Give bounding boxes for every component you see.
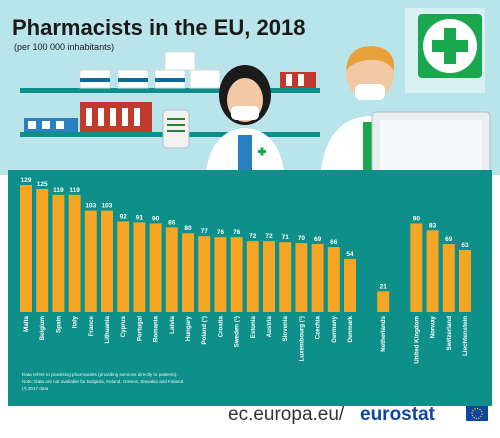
category-label-slovenia: Slovenia <box>282 315 289 341</box>
bar-malta <box>20 185 32 312</box>
value-label-luxembourg: 70 <box>298 235 306 242</box>
category-label-austria: Austria <box>266 315 273 337</box>
category-label-luxembourg: Luxembourg (¹) <box>298 316 305 361</box>
value-label-cyprus: 92 <box>120 213 128 220</box>
bars-group <box>20 185 471 312</box>
value-label-france: 103 <box>85 203 96 210</box>
category-label-poland: Poland (¹) <box>201 316 208 345</box>
value-label-estonia: 72 <box>249 233 257 240</box>
footer-url[interactable]: ec.europa.eu/ <box>228 404 345 425</box>
bar-denmark <box>344 258 356 312</box>
bar-estonia <box>246 241 259 312</box>
bar-netherlands <box>377 291 390 312</box>
value-label-norway: 83 <box>429 222 437 229</box>
bar-germany <box>327 247 340 312</box>
category-label-norway: Norway <box>430 315 437 338</box>
value-label-italy: 119 <box>69 187 80 194</box>
bar-sweden <box>230 237 243 312</box>
value-label-portugal: 91 <box>136 214 144 221</box>
bar-croatia <box>214 237 227 312</box>
value-label-belgium: 125 <box>37 181 48 188</box>
value-label-united-kingdom: 90 <box>413 215 421 222</box>
bar-switzerland <box>442 244 455 312</box>
bar-liechtenstein <box>459 249 471 312</box>
category-label-switzerland: Switzerland <box>446 316 453 351</box>
value-label-lithuania: 103 <box>102 203 113 210</box>
value-label-switzerland: 69 <box>445 236 453 243</box>
value-label-slovenia: 71 <box>282 234 290 241</box>
category-label-portugal: Portugal <box>136 316 143 341</box>
chart-title: Pharmacists in the EU, 2018 <box>12 15 305 40</box>
category-label-hungary: Hungary <box>185 315 192 341</box>
chart-subtitle: (per 100 000 inhabitants) <box>14 42 114 52</box>
bar-france <box>84 210 97 312</box>
category-label-italy: Italy <box>72 315 79 328</box>
value-label-romania: 90 <box>152 215 160 222</box>
category-label-denmark: Denmark <box>347 315 354 342</box>
category-label-malta: Malta <box>23 315 30 331</box>
eu-flag-icon <box>466 406 488 421</box>
pharmacist-woman-icon <box>205 65 285 178</box>
category-label-netherlands: Netherlands <box>380 315 387 351</box>
bar-spain <box>52 194 65 312</box>
value-label-denmark: 54 <box>346 251 354 258</box>
category-labels-group: Malta Belgium Spain Italy France Lithuania Cyp… <box>23 315 469 363</box>
footnote-1: Data refers to practising pharmacists (p… <box>22 372 177 377</box>
value-label-austria: 72 <box>265 233 273 240</box>
category-label-lithuania: Lithuania <box>104 315 111 343</box>
footer-brand: eurostat <box>360 404 436 425</box>
category-label-czechia: Czechia <box>315 315 322 339</box>
value-label-poland: 77 <box>201 228 209 235</box>
footnote-3: (¹) 2017 data <box>22 386 49 391</box>
bar-romania <box>149 223 162 312</box>
category-label-cyprus: Cyprus <box>120 315 127 337</box>
bar-united-kingdom <box>410 223 423 312</box>
category-label-france: France <box>88 315 95 336</box>
bar-poland <box>198 236 211 312</box>
bar-slovenia <box>279 242 292 312</box>
value-label-malta: 129 <box>21 177 32 184</box>
footnote-2: Note: Data are not available for Bulgari… <box>22 379 184 384</box>
value-label-czechia: 69 <box>314 236 322 243</box>
value-label-liechtenstein: 63 <box>461 242 469 249</box>
category-label-romania: Romania <box>153 315 160 342</box>
category-label-croatia: Croatia <box>217 315 224 337</box>
value-label-croatia: 76 <box>217 229 225 236</box>
bar-italy <box>68 194 81 312</box>
category-label-estonia: Estonia <box>250 315 257 338</box>
category-label-sweden: Sweden (¹) <box>234 316 241 347</box>
value-label-latvia: 86 <box>168 219 176 226</box>
bar-hungary <box>182 233 194 312</box>
value-label-hungary: 80 <box>184 225 192 232</box>
category-label-belgium: Belgium <box>39 316 46 341</box>
bar-belgium <box>36 188 49 312</box>
shelves <box>20 51 320 149</box>
value-label-netherlands: 21 <box>380 283 388 290</box>
bar-austria <box>263 241 275 312</box>
category-label-united-kingdom: United Kingdom <box>413 316 420 364</box>
category-label-spain: Spain <box>55 316 62 333</box>
bar-lithuania <box>101 210 113 312</box>
bar-latvia <box>165 227 178 312</box>
bar-luxembourg <box>295 243 308 312</box>
category-label-germany: Germany <box>331 315 338 342</box>
value-label-sweden: 76 <box>233 229 241 236</box>
value-labels-group: 129 125 119 119 103 103 92 91 90 86 80 77 76 76 72 72 71… <box>21 177 469 290</box>
category-label-latvia: Latvia <box>169 315 176 333</box>
pharmacy-cross-icon <box>418 14 482 78</box>
value-label-germany: 66 <box>330 239 338 246</box>
category-label-liechtenstein: Liechtenstein <box>462 316 469 356</box>
bar-portugal <box>133 222 146 312</box>
bar-czechia <box>311 244 324 312</box>
bar-cyprus <box>117 221 130 312</box>
bar-norway <box>426 230 439 312</box>
value-label-spain: 119 <box>53 187 64 194</box>
